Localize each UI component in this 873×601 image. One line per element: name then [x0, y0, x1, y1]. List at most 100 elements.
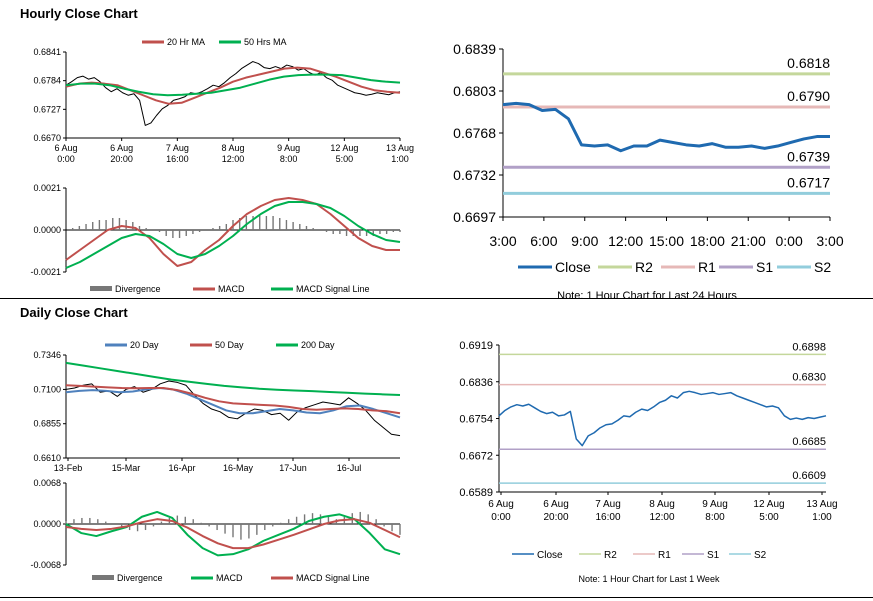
hourly-24h-level-label-r1: 0.6790 [787, 88, 830, 104]
daily-price-series-3 [65, 361, 401, 397]
hourly-24h-xtick-label: 9:00 [571, 233, 598, 249]
hourly-price-xtick-label: 12:00 [222, 154, 245, 164]
hourly-price-xtick-label: 20:00 [110, 154, 133, 164]
daily-price-legend-200day-label: 200 Day [301, 340, 335, 350]
daily-price-xtick-label: 16-Jul [337, 463, 362, 473]
daily-price-series-1 [65, 387, 401, 419]
daily-week-level-label-s1: 0.6685 [792, 436, 826, 448]
hourly-price-xtick-label: 1:00 [391, 154, 409, 164]
hourly-price-legend-50hr-label: 50 Hrs MA [244, 37, 287, 47]
daily-price-legend-50day-label: 50 Day [215, 340, 244, 350]
hourly-24h-legend-label: S1 [756, 259, 773, 275]
hourly-24h-xtick-label: 6:00 [530, 233, 557, 249]
hourly-24h-xtick-label: 3:00 [816, 233, 843, 249]
hourly-24h-xtick-label: 18:00 [690, 233, 725, 249]
daily-week-xtick-label: 6 Aug [543, 499, 569, 510]
hourly-macd-legend-divergence-swatch [90, 286, 112, 291]
hourly-24h-legend-label: R1 [698, 259, 716, 275]
daily-macd-ytick-label: -0.0068 [30, 560, 61, 570]
daily-price-xtick-label: 16-Apr [168, 463, 195, 473]
hourly-price-series-2 [65, 73, 401, 97]
hourly-price-xtick-label: 8 Aug [221, 143, 244, 153]
daily-week-xtick-label: 16:00 [595, 512, 620, 523]
hourly-24h-note: Note: 1 Hour Chart for Last 24 Hours [557, 290, 737, 302]
daily-price-xtick-label: 15-Mar [112, 463, 141, 473]
daily-price-ytick-label: 0.6855 [33, 419, 61, 429]
daily-macd-legend-signal-label: MACD Signal Line [296, 573, 370, 583]
daily-macd-series-0 [65, 510, 401, 557]
hourly-macd-ytick-label: 0.0000 [33, 225, 61, 235]
hourly-price-ytick-label: 0.6727 [33, 104, 61, 114]
hourly-price-xtick-label: 6 Aug [110, 143, 133, 153]
daily-week-legend-label: Close [537, 550, 563, 561]
daily-week-level-label-r1: 0.6830 [792, 372, 826, 384]
daily-week-xtick-label: 7 Aug [595, 499, 621, 510]
hourly-24h-xtick-label: 3:00 [489, 233, 516, 249]
hourly-macd-legend-macd-label: MACD [218, 284, 245, 294]
daily-week-xtick-label: 5:00 [759, 512, 779, 523]
daily-week-ytick-label: 0.6589 [459, 487, 493, 499]
daily-week-legend-label: R1 [658, 550, 671, 561]
daily-macd-legend-divergence-swatch [92, 575, 114, 580]
hourly-price-ytick-label: 0.6784 [33, 76, 61, 86]
daily-week-ytick-label: 0.6672 [459, 450, 493, 462]
daily-macd-series-1 [65, 518, 401, 550]
daily-week-xtick-label: 8:00 [705, 512, 725, 523]
daily-week-ytick-label: 0.6836 [459, 377, 493, 389]
daily-week-ytick-label: 0.6754 [459, 414, 493, 426]
hourly-24h-level-label-s2: 0.6717 [787, 174, 830, 190]
daily-week-xtick-label: 8 Aug [649, 499, 675, 510]
daily-week-xtick-label: 12:00 [649, 512, 674, 523]
daily-week-xtick-label: 9 Aug [702, 499, 728, 510]
hourly-24h-legend-label: S2 [814, 259, 831, 275]
daily-price-xtick-label: 17-Jun [279, 463, 307, 473]
hourly-price-xtick-label: 16:00 [166, 154, 189, 164]
daily-week-legend-label: R2 [604, 550, 617, 561]
hourly-section-title: Hourly Close Chart [20, 6, 138, 21]
hourly-price-xtick-label: 13 Aug [386, 143, 414, 153]
daily-macd-ytick-label: 0.0000 [33, 519, 61, 529]
bottom-divider [0, 597, 873, 598]
daily-week-legend-label: S2 [754, 550, 767, 561]
daily-price-ytick-label: 0.6610 [33, 453, 61, 463]
hourly-price-legend-20hr-label: 20 Hr MA [167, 37, 205, 47]
daily-week-xtick-label: 13 Aug [806, 499, 837, 510]
hourly-24h-level-label-r2: 0.6818 [787, 55, 830, 71]
daily-week-level-label-s2: 0.6609 [792, 470, 826, 482]
hourly-24h-xtick-label: 12:00 [608, 233, 643, 249]
hourly-macd-legend-signal-label: MACD Signal Line [296, 284, 370, 294]
hourly-24h-legend-label: R2 [635, 259, 653, 275]
hourly-macd-ytick-label: 0.0021 [33, 183, 61, 193]
daily-week-level-label-r2: 0.6898 [792, 341, 826, 353]
hourly-macd-series-0 [65, 197, 400, 267]
hourly-price-xtick-label: 7 Aug [166, 143, 189, 153]
hourly-macd-ytick-label: -0.0021 [30, 267, 61, 277]
daily-week-xtick-label: 20:00 [543, 512, 568, 523]
daily-price-legend-20day-label: 20 Day [130, 340, 159, 350]
hourly-24h-xtick-label: 15:00 [649, 233, 684, 249]
hourly-price-xtick-label: 0:00 [57, 154, 75, 164]
daily-price-series-2 [65, 384, 401, 415]
daily-week-xtick-label: 0:00 [491, 512, 511, 523]
hourly-price-xtick-label: 8:00 [280, 154, 298, 164]
daily-macd-legend-macd-label: MACD [216, 573, 243, 583]
hourly-price-xtick-label: 5:00 [336, 154, 354, 164]
hourly-24h-ytick-label: 0.6839 [453, 41, 496, 57]
hourly-price-xtick-label: 12 Aug [330, 143, 358, 153]
daily-week-xtick-label: 1:00 [812, 512, 832, 523]
hourly-price-ytick-label: 0.6670 [33, 133, 61, 143]
daily-price-ytick-label: 0.7346 [33, 350, 61, 360]
daily-week-legend-label: S1 [707, 550, 720, 561]
hourly-24h-ytick-label: 0.6732 [453, 167, 496, 183]
hourly-24h-ytick-label: 0.6697 [453, 209, 496, 225]
hourly-24h-ytick-label: 0.6803 [453, 83, 496, 99]
daily-macd-ytick-label: 0.0068 [33, 478, 61, 488]
daily-week-close-line [498, 390, 827, 447]
hourly-price-series-1 [65, 66, 401, 105]
hourly-24h-ytick-label: 0.6768 [453, 125, 496, 141]
hourly-price-series-0 [65, 61, 401, 126]
hourly-24h-legend-label: Close [555, 259, 591, 275]
daily-price-xtick-label: 16-May [223, 463, 254, 473]
daily-week-xtick-label: 12 Aug [753, 499, 784, 510]
